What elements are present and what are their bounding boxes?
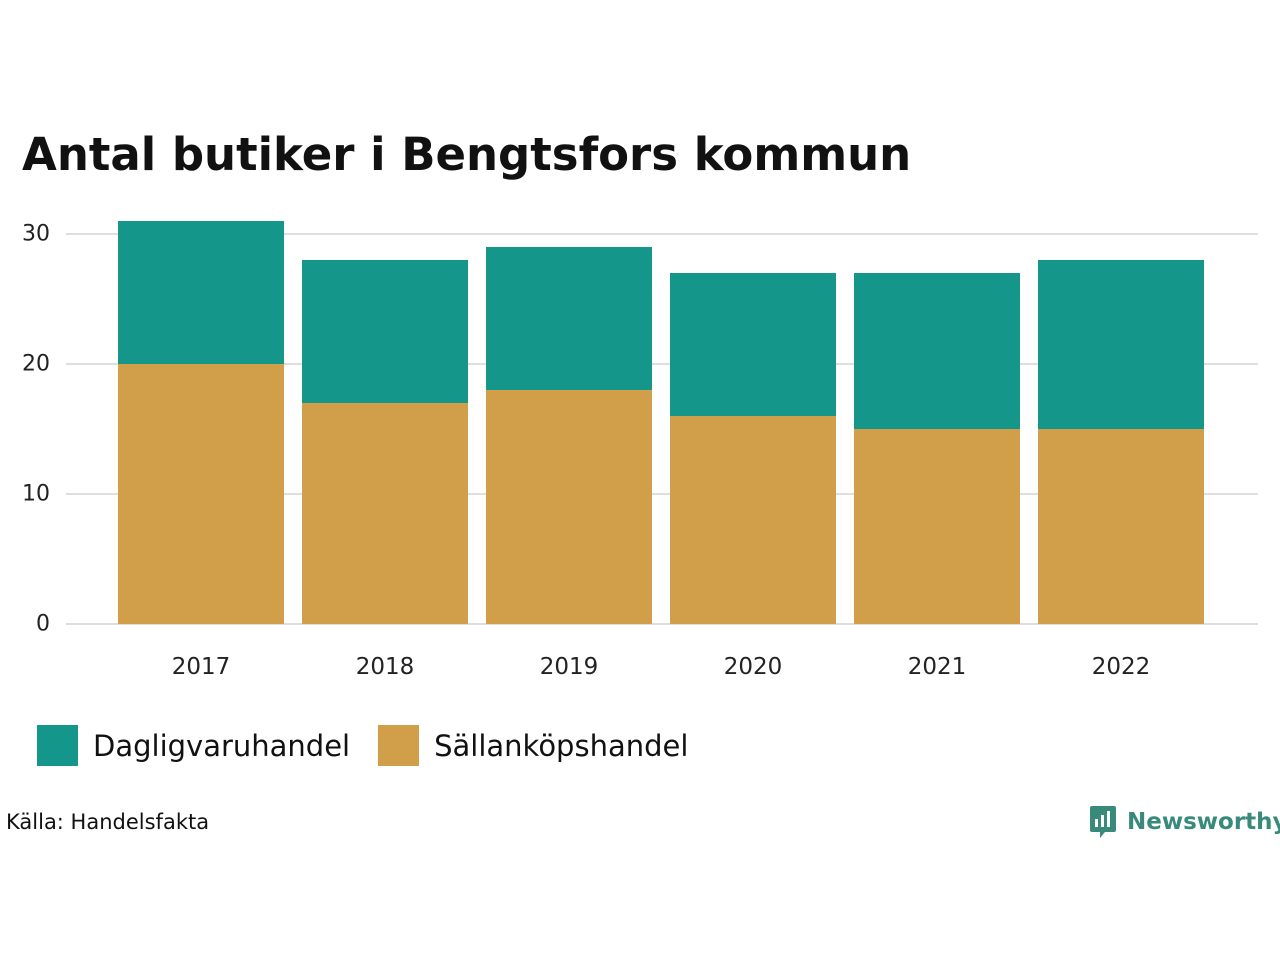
bar-sallankopshandel-2021 [854,429,1020,624]
bar-dagligvaruhandel-2022 [1038,260,1204,429]
legend-label-sallankopshandel: Sällanköpshandel [434,728,689,763]
bar-dagligvaruhandel-2021 [854,273,1020,429]
newsworthy-logo-icon [1090,806,1116,838]
legend-item-sallankopshandel: Sällanköpshandel [378,725,688,766]
bars [118,221,1204,624]
x-axis-tick-labels: 2017 2018 2019 2020 2021 2022 [172,654,1151,680]
bar-dagligvaruhandel-2019 [486,247,652,390]
source-note: Källa: Handelsfakta [6,810,210,834]
legend-item-dagligvaruhandel: Dagligvaruhandel [37,725,350,766]
y-tick-label-20: 20 [22,352,50,377]
x-tick-label-2021: 2021 [908,654,967,680]
bar-dagligvaruhandel-2017 [118,221,284,364]
y-tick-label-0: 0 [36,612,50,637]
stacked-bar-chart: 0 10 20 30 2017 2018 2019 2020 2021 2022 [22,221,1258,680]
legend-swatch-dagligvaruhandel [37,725,78,766]
bar-dagligvaruhandel-2018 [302,260,468,403]
bar-sallankopshandel-2020 [670,416,836,624]
legend-label-dagligvaruhandel: Dagligvaruhandel [93,728,351,763]
bar-sallankopshandel-2019 [486,390,652,624]
bar-sallankopshandel-2017 [118,364,284,624]
newsworthy-logo: Newsworthy [1089,804,1280,840]
x-tick-label-2022: 2022 [1092,654,1151,680]
newsworthy-logo-text: Newsworthy [1127,809,1280,835]
bar-dagligvaruhandel-2020 [670,273,836,416]
chart-title: Antal butiker i Bengtsfors kommun [22,128,912,181]
x-tick-label-2020: 2020 [724,654,783,680]
x-tick-label-2017: 2017 [172,654,231,680]
y-tick-label-10: 10 [22,482,50,507]
bar-sallankopshandel-2018 [302,403,468,624]
bar-sallankopshandel-2022 [1038,429,1204,624]
x-tick-label-2019: 2019 [540,654,599,680]
y-tick-label-30: 30 [22,222,50,247]
y-axis-tick-labels: 0 10 20 30 [22,222,50,637]
legend-swatch-sallankopshandel [378,725,420,766]
x-tick-label-2018: 2018 [356,654,415,680]
legend: Dagligvaruhandel Sällanköpshandel [37,725,716,766]
